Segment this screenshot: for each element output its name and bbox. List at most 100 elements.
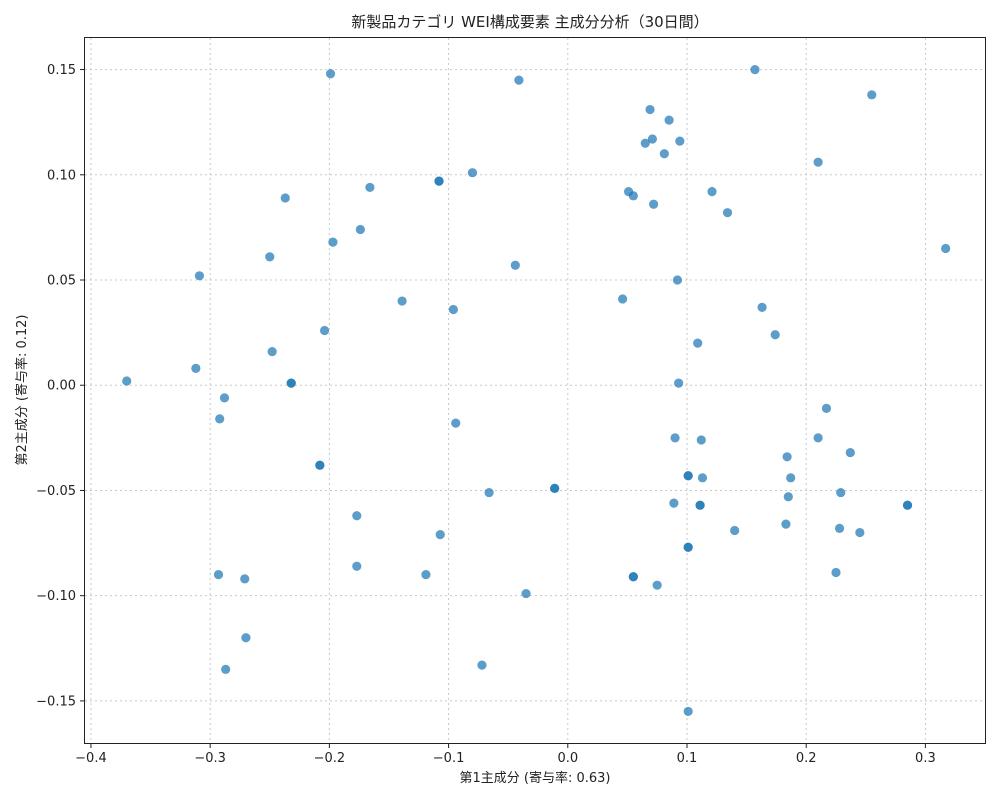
data-point <box>315 460 325 470</box>
data-point <box>241 633 251 643</box>
data-point <box>510 260 520 270</box>
data-point <box>451 418 461 428</box>
data-point <box>834 523 845 533</box>
data-point <box>265 252 275 262</box>
data-point <box>267 346 277 357</box>
data-point <box>213 570 224 580</box>
data-point <box>750 64 760 75</box>
data-point <box>683 542 693 552</box>
data-point <box>786 473 796 483</box>
x-tick-label: 0.3 <box>915 751 936 766</box>
data-point <box>240 574 250 584</box>
data-point <box>693 338 703 348</box>
data-point <box>352 511 362 521</box>
data-point <box>730 525 740 536</box>
x-tick-label: −0.3 <box>194 751 226 766</box>
x-tick-label: −0.2 <box>314 751 346 766</box>
data-point <box>683 471 693 481</box>
data-point <box>365 182 375 193</box>
data-point <box>640 138 650 148</box>
data-point <box>707 187 717 197</box>
data-point <box>659 149 669 159</box>
data-point <box>855 527 865 538</box>
data-point <box>770 330 780 340</box>
y-tick-label: −0.15 <box>36 694 76 709</box>
data-point <box>782 452 792 462</box>
y-tick-label: 0.05 <box>47 274 76 289</box>
data-point <box>628 572 638 582</box>
plot-frame <box>84 37 986 744</box>
data-point <box>647 134 658 144</box>
x-axis-label: 第1主成分 (寄与率: 0.63) <box>459 770 610 786</box>
y-tick-label: −0.10 <box>36 589 76 604</box>
x-tick-label: 0.1 <box>677 751 698 766</box>
x-tick-label: −0.4 <box>75 751 107 766</box>
y-tick-label: 0.10 <box>47 168 76 183</box>
data-point <box>941 243 951 254</box>
data-point <box>783 492 793 502</box>
data-point <box>722 208 733 218</box>
data-point <box>652 580 662 590</box>
data-point <box>697 473 708 483</box>
data-point <box>674 378 684 388</box>
data-point <box>352 561 362 571</box>
y-axis-label: 第2主成分 (寄与率: 0.12) <box>14 314 30 465</box>
x-tick-label: 0.2 <box>796 751 817 766</box>
data-point <box>435 530 445 540</box>
data-point <box>514 75 524 85</box>
y-tick-label: −0.05 <box>36 484 76 499</box>
data-point <box>521 588 531 599</box>
data-point <box>122 376 132 386</box>
data-point <box>831 567 841 578</box>
data-point <box>813 157 823 167</box>
data-point <box>320 325 330 336</box>
data-point <box>683 706 693 717</box>
data-point <box>328 237 338 247</box>
data-point <box>191 363 201 374</box>
data-point <box>669 498 679 508</box>
data-point <box>695 500 705 510</box>
data-point <box>421 570 431 580</box>
data-point <box>194 271 205 281</box>
data-point <box>781 519 791 529</box>
data-point <box>845 447 855 458</box>
data-point <box>664 115 674 125</box>
data-point <box>618 294 628 304</box>
data-point <box>221 664 231 674</box>
data-point <box>867 90 877 100</box>
data-point <box>280 193 290 203</box>
data-point <box>477 660 487 670</box>
data-point <box>813 433 823 443</box>
data-point <box>628 191 638 201</box>
data-point <box>902 500 913 510</box>
data-point <box>836 487 846 498</box>
data-point <box>286 378 296 388</box>
data-point <box>325 69 336 79</box>
x-tick-label: 0.0 <box>557 751 578 766</box>
data-point <box>448 304 458 315</box>
data-point <box>670 433 680 443</box>
data-point <box>467 168 478 178</box>
x-axis: −0.4 −0.3 −0.2 −0.1 0.0 0.1 0.2 0.3 <box>75 743 936 766</box>
data-point <box>696 435 706 445</box>
data-point <box>219 393 230 403</box>
data-point <box>645 104 655 115</box>
x-tick-label: −0.1 <box>433 751 465 766</box>
data-point <box>675 136 685 146</box>
data-point <box>672 275 683 285</box>
y-tick-label: 0.00 <box>47 379 76 394</box>
points-layer <box>122 64 951 717</box>
y-tick-label: 0.15 <box>47 63 76 78</box>
data-point <box>649 199 659 209</box>
data-point <box>484 487 494 498</box>
data-point <box>215 414 225 424</box>
data-point <box>757 302 767 312</box>
data-point <box>355 224 365 235</box>
data-point <box>550 483 560 493</box>
data-point <box>821 403 832 413</box>
y-axis: 0.15 0.10 0.05 0.00 −0.05 −0.10 −0.15 <box>36 63 85 709</box>
chart-title: 新製品カテゴリ WEI構成要素 主成分分析（30日間） <box>351 13 708 31</box>
grid-layer <box>85 38 985 743</box>
